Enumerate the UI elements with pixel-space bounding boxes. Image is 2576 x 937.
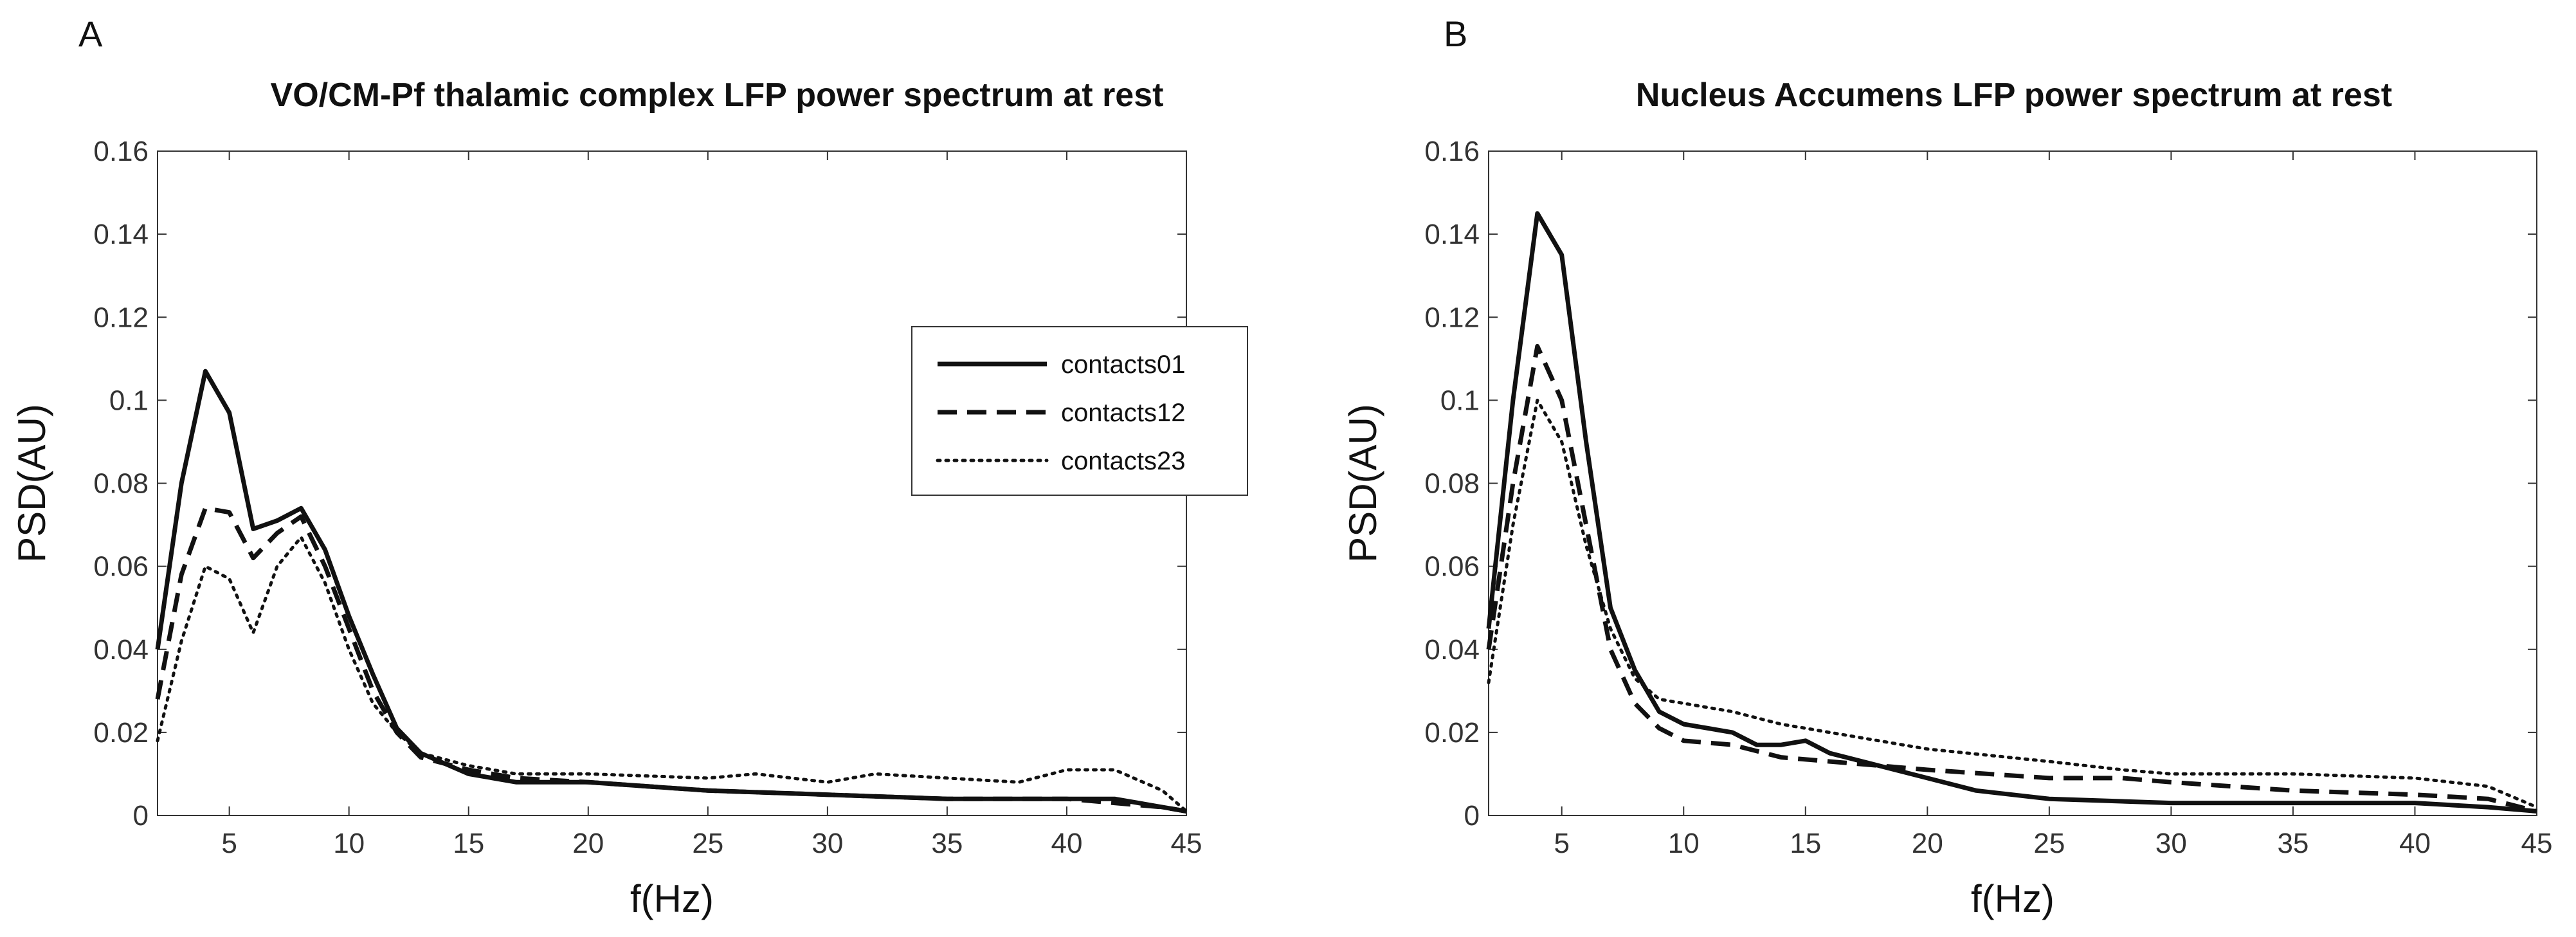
panel-a-letter: A <box>78 14 103 54</box>
panel-a-legend-label-contacts01: contacts01 <box>1061 350 1185 379</box>
panel-b-xlabel: f(Hz) <box>1971 877 2054 920</box>
panel-b-xtick-label: 10 <box>1668 828 1700 859</box>
panel-b-title: Nucleus Accumens LFP power spectrum at r… <box>1636 77 2392 114</box>
panel-a-ytick-label: 0.1 <box>109 385 149 416</box>
panel-b-ytick-label: 0.12 <box>1424 302 1480 333</box>
panel-a-ytick-label: 0.14 <box>93 219 149 250</box>
panel-a-xtick-label: 25 <box>692 828 723 859</box>
panel-a-ytick-label: 0.08 <box>93 468 149 500</box>
panel-b-series-contacts12 <box>1486 343 2537 814</box>
panel-b-ytick-label: 0.16 <box>1424 136 1480 167</box>
panel-a-xlabel: f(Hz) <box>630 877 714 920</box>
panel-a-series-contacts12 <box>155 505 1187 814</box>
panel-a-ytick-label: 0 <box>133 800 149 832</box>
panel-b-ytick-label: 0.08 <box>1424 468 1480 500</box>
panel-a-legend-label-contacts12: contacts12 <box>1061 399 1185 427</box>
panel-a-xtick-label: 35 <box>931 828 963 859</box>
panel-b-ytick-label: 0.02 <box>1424 717 1480 749</box>
panel-b-xtick-label: 40 <box>2399 828 2431 859</box>
panel-b-xtick-label: 35 <box>2277 828 2308 859</box>
panel-b-xtick-label: 15 <box>1790 828 1821 859</box>
panel-b-ytick-label: 0 <box>1464 800 1480 832</box>
panel-b-ytick-label: 0.1 <box>1440 385 1480 416</box>
panel-b-xtick-label: 25 <box>2033 828 2065 859</box>
panel-b-ylabel: PSD(AU) <box>1341 404 1384 563</box>
panel-b: B Nucleus Accumens LFP power spectrum at … <box>1341 14 2552 920</box>
panel-b-xtick-label: 20 <box>1912 828 1943 859</box>
panel-a-xtick-label: 40 <box>1051 828 1082 859</box>
panel-a: A VO/CM-Pf thalamic complex LFP power spe… <box>10 14 1248 920</box>
panel-a-ytick-label: 0.16 <box>93 136 149 167</box>
panel-a-legend-label-contacts23: contacts23 <box>1061 447 1185 475</box>
panel-a-xtick-label: 5 <box>221 828 237 859</box>
panel-b-xtick-label: 5 <box>1554 828 1569 859</box>
panel-a-ytick-label: 0.04 <box>93 634 149 666</box>
panel-a-ytick-label: 0.06 <box>93 551 149 583</box>
panel-a-xtick-label: 20 <box>572 828 604 859</box>
panel-b-ytick-label: 0.04 <box>1424 634 1480 666</box>
panel-a-ytick-label: 0.12 <box>93 302 149 333</box>
panel-a-ytick-label: 0.02 <box>93 717 149 749</box>
panel-b-series-contacts23 <box>1487 398 2539 809</box>
panel-b-ytick-label: 0.06 <box>1424 551 1480 583</box>
panel-b-xtick-label: 30 <box>2155 828 2187 859</box>
panel-a-ylabel: PSD(AU) <box>10 404 53 563</box>
panel-b-series-contacts01 <box>1486 211 2537 814</box>
panel-a-xtick-label: 45 <box>1171 828 1202 859</box>
panel-b-ytick-label: 0.14 <box>1424 219 1480 250</box>
panel-a-series-contacts23 <box>156 535 1188 813</box>
panel-b-xtick-label: 45 <box>2521 828 2553 859</box>
panel-b-letter: B <box>1444 14 1467 54</box>
panel-a-title: VO/CM-Pf thalamic complex LFP power spec… <box>271 77 1164 114</box>
panel-a-legend: contacts01 contacts12 contacts23 <box>911 326 1248 496</box>
panel-a-xtick-label: 15 <box>453 828 484 859</box>
panel-a-xtick-label: 10 <box>333 828 365 859</box>
panel-a-xtick-label: 30 <box>812 828 843 859</box>
